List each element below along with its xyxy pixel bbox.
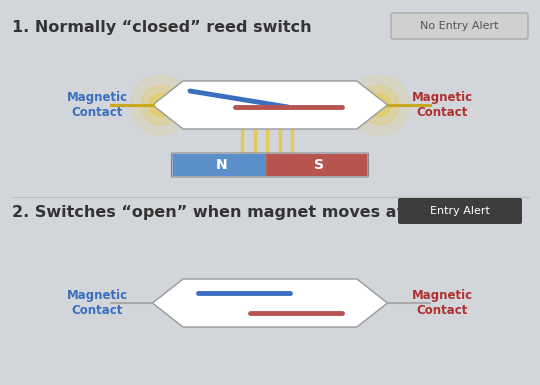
Circle shape xyxy=(141,85,180,124)
Polygon shape xyxy=(152,81,388,129)
Circle shape xyxy=(131,75,191,135)
Text: Magnetic: Magnetic xyxy=(412,90,473,104)
Circle shape xyxy=(149,94,172,116)
Text: Contact: Contact xyxy=(417,305,468,318)
FancyBboxPatch shape xyxy=(398,198,522,224)
Text: No Entry Alert: No Entry Alert xyxy=(420,21,498,31)
Text: N: N xyxy=(215,158,227,172)
Text: Contact: Contact xyxy=(72,107,123,119)
Text: Entry Alert: Entry Alert xyxy=(430,206,490,216)
Circle shape xyxy=(360,85,399,124)
Text: 1. Normally “closed” reed switch: 1. Normally “closed” reed switch xyxy=(12,20,312,35)
Text: Magnetic: Magnetic xyxy=(67,90,128,104)
FancyBboxPatch shape xyxy=(266,154,368,176)
Circle shape xyxy=(368,94,391,116)
Circle shape xyxy=(349,75,409,135)
Text: Magnetic: Magnetic xyxy=(67,288,128,301)
FancyBboxPatch shape xyxy=(172,154,266,176)
FancyBboxPatch shape xyxy=(391,13,528,39)
Text: Magnetic: Magnetic xyxy=(412,288,473,301)
Polygon shape xyxy=(152,279,388,327)
Text: Contact: Contact xyxy=(72,305,123,318)
Text: S: S xyxy=(314,158,324,172)
Text: 2. Switches “open” when magnet moves away: 2. Switches “open” when magnet moves awa… xyxy=(12,205,432,220)
Text: Contact: Contact xyxy=(417,107,468,119)
